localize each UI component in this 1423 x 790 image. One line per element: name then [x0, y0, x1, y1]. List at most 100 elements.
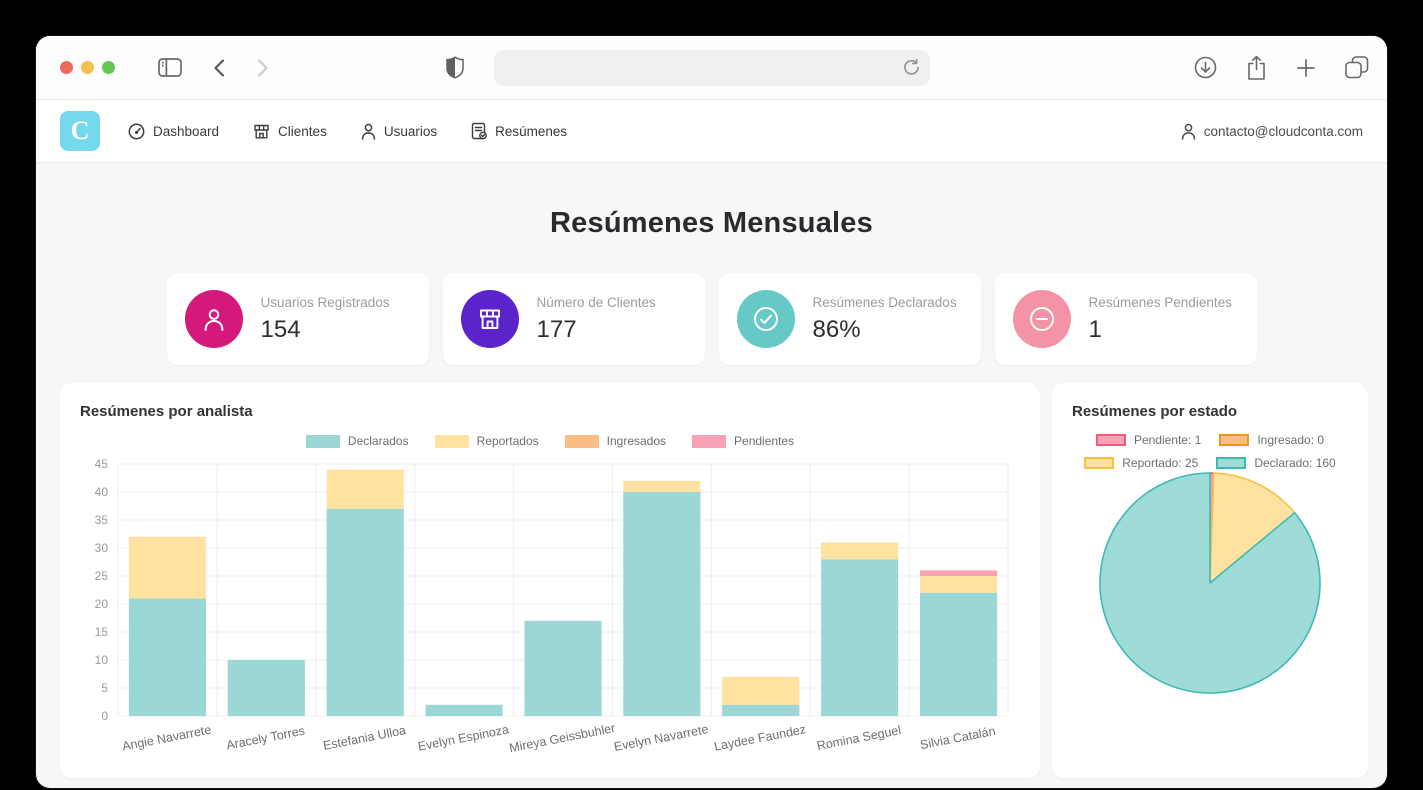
- account-menu[interactable]: contacto@cloudconta.com: [1181, 123, 1363, 140]
- share-icon: [1248, 55, 1265, 80]
- bar-chart: 0 5 10 15 20 25 30 35 40 45 Angie Navarrete Aracely…: [80, 454, 1020, 761]
- y-axis-tick: 10: [95, 653, 109, 667]
- bar-segment-reportados[interactable]: [623, 480, 701, 492]
- bar-segment-declarados[interactable]: [623, 492, 701, 716]
- bar-segment-declarados[interactable]: [722, 704, 800, 716]
- bar-segment-declarados[interactable]: [425, 704, 503, 716]
- window-controls: [60, 61, 115, 74]
- address-bar[interactable]: [493, 49, 930, 86]
- nav-item-resumenes[interactable]: Resúmenes: [471, 122, 567, 140]
- legend-item-declarado[interactable]: Declarado: 160: [1216, 456, 1336, 470]
- legend-swatch: [305, 434, 340, 448]
- nav-item-clientes[interactable]: Clientes: [253, 122, 327, 140]
- x-axis-label: Evelyn Navarrete: [613, 722, 710, 754]
- minimize-window-button[interactable]: [81, 61, 94, 74]
- legend-item-pendientes[interactable]: Pendientes: [692, 434, 794, 448]
- x-axis-label: Estefania Ulloa: [322, 723, 407, 753]
- nav-label: Clientes: [278, 123, 327, 139]
- pie-chart-legend: Pendiente: 1 Ingresado: 0 Reportado: 25 Dec…: [1079, 433, 1341, 470]
- nav-label: Usuarios: [383, 123, 438, 139]
- bar-segment-pendientes[interactable]: [919, 570, 998, 576]
- x-axis-label: Mireya Geissbuhler: [508, 721, 616, 755]
- stat-cards-row: Usuarios Registrados 154 Número de Clien…: [36, 273, 1387, 365]
- legend-swatch: [1095, 434, 1126, 446]
- minus-circle-icon: [1012, 290, 1071, 348]
- legend-item-ingresados[interactable]: Ingresados: [564, 434, 666, 448]
- privacy-shield-icon: [446, 56, 464, 79]
- bar-segment-declarados[interactable]: [326, 508, 404, 716]
- nav-label: Resúmenes: [495, 123, 568, 139]
- check-circle-icon: [736, 290, 795, 348]
- zoom-window-button[interactable]: [102, 61, 115, 74]
- y-axis-tick: 30: [95, 541, 109, 555]
- legend-swatch: [434, 434, 469, 448]
- stat-value: 86%: [812, 315, 861, 343]
- stat-card-resumenes-pendientes: Resúmenes Pendientes 1: [994, 273, 1257, 365]
- storefront-icon: [460, 290, 519, 348]
- bar-segment-reportados[interactable]: [722, 676, 800, 705]
- user-icon: [361, 123, 375, 140]
- legend-swatch: [564, 434, 599, 448]
- legend-swatch: [1216, 457, 1247, 469]
- tab-overview-icon: [1345, 56, 1369, 79]
- y-axis-tick: 25: [95, 569, 109, 583]
- close-window-button[interactable]: [60, 61, 73, 74]
- app-logo[interactable]: C: [60, 111, 100, 151]
- legend-item-reportado[interactable]: Reportado: 25: [1084, 456, 1198, 470]
- user-icon: [184, 290, 243, 348]
- stat-label: Número de Clientes: [536, 294, 656, 310]
- pie-slice-declarado[interactable]: [1099, 472, 1321, 694]
- pie-chart-panel: Resúmenes por estado Pendiente: 1 Ingresa…: [1052, 383, 1368, 778]
- stat-label: Resúmenes Declarados: [812, 294, 957, 310]
- y-axis-tick: 0: [101, 709, 108, 723]
- back-button[interactable]: [212, 58, 226, 78]
- stat-value: 1: [1088, 315, 1102, 343]
- nav-label: Dashboard: [153, 123, 220, 139]
- stat-label: Resúmenes Pendientes: [1088, 294, 1232, 310]
- pie-slice-reportado[interactable]: [1209, 472, 1296, 584]
- legend-swatch: [1084, 457, 1115, 469]
- legend-item-pendiente[interactable]: Pendiente: 1: [1095, 433, 1201, 447]
- legend-label: Ingresado: 0: [1257, 433, 1325, 447]
- bar-segment-declarados[interactable]: [524, 620, 602, 716]
- gauge-icon: [128, 123, 145, 139]
- sidebar-toggle-button[interactable]: [158, 58, 182, 77]
- share-button[interactable]: [1246, 55, 1267, 81]
- y-axis-tick: 35: [95, 513, 109, 527]
- downloads-button[interactable]: [1194, 56, 1217, 79]
- privacy-report-button[interactable]: [446, 56, 464, 79]
- x-axis-label: Romina Seguel: [816, 723, 903, 753]
- x-axis-label: Silvia Catalán: [919, 724, 997, 752]
- stat-card-usuarios-registrados: Usuarios Registrados 154: [166, 273, 429, 365]
- bar-segment-reportados[interactable]: [821, 542, 899, 560]
- y-axis-tick: 20: [95, 597, 109, 611]
- tab-overview-button[interactable]: [1345, 56, 1369, 79]
- reload-button[interactable]: [903, 58, 920, 77]
- nav-item-usuarios[interactable]: Usuarios: [361, 122, 437, 140]
- page-content: Resúmenes Mensuales Usuarios Registrados…: [36, 163, 1387, 778]
- stat-card-numero-clientes: Número de Clientes 177: [442, 273, 705, 365]
- legend-item-ingresado[interactable]: Ingresado: 0: [1219, 433, 1324, 447]
- new-tab-button[interactable]: [1296, 58, 1316, 78]
- bar-segment-reportados[interactable]: [326, 469, 404, 509]
- y-axis-tick: 45: [95, 457, 109, 471]
- nav-items: Dashboard Clientes Usuarios: [128, 122, 567, 140]
- bar-segment-declarados[interactable]: [821, 559, 899, 716]
- bar-segment-declarados[interactable]: [227, 660, 305, 716]
- bar-chart-title: Resúmenes por analista: [80, 403, 253, 420]
- download-icon: [1194, 56, 1217, 79]
- x-axis-label: Angie Navarrete: [121, 723, 212, 754]
- y-axis-tick: 15: [95, 625, 109, 639]
- legend-item-reportados[interactable]: Reportados: [434, 434, 539, 448]
- browser-toolbar: [36, 36, 1387, 100]
- bar-segment-declarados[interactable]: [128, 598, 207, 716]
- forward-button[interactable]: [256, 58, 270, 78]
- bar-segment-reportados[interactable]: [919, 576, 998, 593]
- sidebar-toggle-icon: [158, 58, 182, 77]
- back-icon: [214, 58, 225, 77]
- bar-segment-declarados[interactable]: [919, 592, 998, 716]
- legend-swatch: [692, 434, 727, 448]
- nav-item-dashboard[interactable]: Dashboard: [128, 122, 219, 140]
- bar-segment-reportados[interactable]: [128, 536, 207, 599]
- legend-item-declarados[interactable]: Declarados: [305, 434, 409, 448]
